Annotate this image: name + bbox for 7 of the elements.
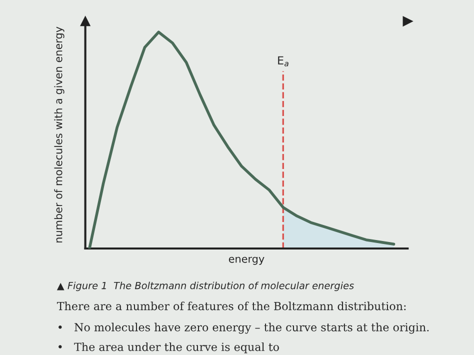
annotation: E$_{a}$: [278, 56, 288, 66]
text: • No molecules have zero energy – the curve starts at the origin.: [58, 322, 429, 334]
x-axis-title: energy: [228, 256, 264, 265]
text: • The area under the curve is equal to: [58, 342, 279, 354]
y-axis-title: number of molecules with a given energy: [54, 26, 64, 242]
text: ▲ Figure 1 The Boltzmann distribution of molecular energies: [56, 282, 354, 292]
text: There are a number of features of the Boltzmann distribution:: [56, 302, 406, 310]
